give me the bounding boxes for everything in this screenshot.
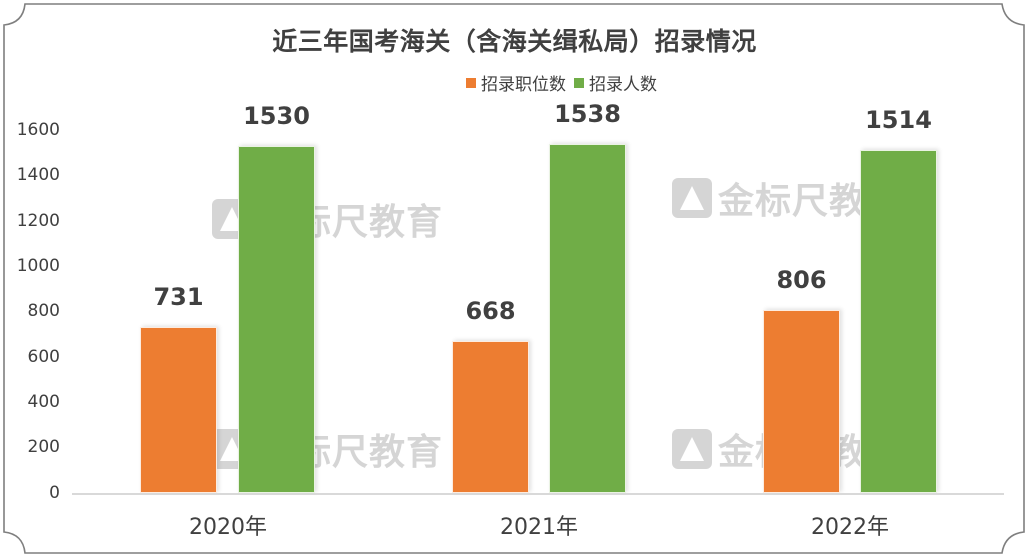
x-label: 2021年 — [500, 515, 578, 540]
chart-legend: 招录职位数 招录人数 — [466, 70, 665, 95]
y-tick: 0 — [49, 483, 60, 503]
data-label: 731 — [153, 283, 204, 312]
bar-people[interactable] — [860, 149, 937, 493]
data-label: 1514 — [865, 105, 932, 134]
data-label: 806 — [776, 266, 827, 295]
legend-label: 招录人数 — [589, 75, 657, 95]
legend-label: 招录职位数 — [481, 75, 566, 95]
data-label: 668 — [465, 297, 516, 326]
y-tick: 1400 — [16, 165, 60, 185]
chart-title: 近三年国考海关（含海关缉私局）招录情况 — [272, 27, 757, 56]
x-label: 2022年 — [811, 515, 889, 540]
bar-people[interactable] — [238, 145, 315, 493]
chart-frame — [3, 3, 1025, 554]
bar-positions[interactable] — [763, 310, 840, 493]
y-tick: 800 — [27, 301, 60, 321]
bar-people[interactable] — [549, 144, 626, 493]
data-label: 1530 — [243, 101, 310, 130]
y-tick: 1000 — [16, 256, 60, 276]
y-tick: 1200 — [16, 211, 60, 231]
y-tick: 600 — [27, 347, 60, 367]
bar-positions[interactable] — [140, 327, 217, 493]
bar-positions[interactable] — [452, 341, 529, 493]
x-label: 2020年 — [189, 515, 267, 540]
legend-swatch-orange-icon — [466, 77, 476, 88]
legend-swatch-green-icon — [574, 77, 584, 88]
y-tick: 200 — [27, 437, 60, 457]
legend-item-positions[interactable]: 招录职位数 — [466, 70, 566, 95]
x-axis-line — [72, 493, 1004, 495]
legend-item-people[interactable]: 招录人数 — [574, 70, 657, 95]
y-tick: 1600 — [16, 120, 60, 140]
data-label: 1538 — [554, 100, 621, 129]
y-tick: 400 — [27, 392, 60, 412]
